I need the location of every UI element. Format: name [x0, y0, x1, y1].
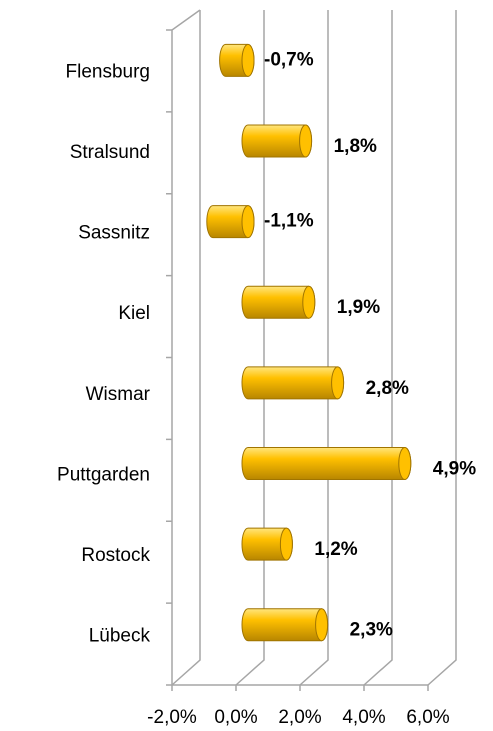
value-label: 1,8%	[334, 136, 377, 157]
x-tick-label: 0,0%	[214, 707, 257, 728]
value-label: -0,7%	[264, 49, 314, 70]
bar	[241, 527, 293, 561]
category-label: Sassnitz	[78, 223, 150, 244]
category-label: Wismar	[86, 384, 151, 405]
grid-line	[235, 10, 265, 686]
x-tick-label: -2,0%	[147, 707, 197, 728]
value-label: 2,3%	[350, 620, 393, 641]
category-label: Flensburg	[66, 61, 151, 82]
bar	[241, 124, 313, 158]
category-label: Rostock	[81, 545, 150, 566]
bar	[206, 205, 255, 239]
grid-line	[363, 10, 393, 686]
value-label: -1,1%	[264, 211, 314, 232]
bar	[241, 366, 345, 400]
grid-line	[427, 10, 457, 686]
value-label: 1,9%	[337, 297, 380, 318]
category-label: Lübeck	[89, 626, 151, 647]
bar	[241, 285, 316, 319]
grid-line	[299, 10, 329, 686]
value-label: 4,9%	[433, 458, 476, 479]
x-tick-label: 2,0%	[278, 707, 321, 728]
left-wall	[171, 9, 201, 685]
x-tick-label: 6,0%	[406, 707, 449, 728]
category-label: Stralsund	[70, 142, 150, 163]
value-label: 1,2%	[314, 539, 357, 560]
x-tick-label: 4,0%	[342, 707, 385, 728]
grid-line	[171, 10, 201, 686]
bar	[241, 608, 329, 642]
bar	[219, 43, 255, 77]
bar	[241, 446, 412, 480]
value-label: 2,8%	[366, 378, 409, 399]
category-label: Puttgarden	[57, 464, 150, 485]
category-label: Kiel	[118, 303, 150, 324]
